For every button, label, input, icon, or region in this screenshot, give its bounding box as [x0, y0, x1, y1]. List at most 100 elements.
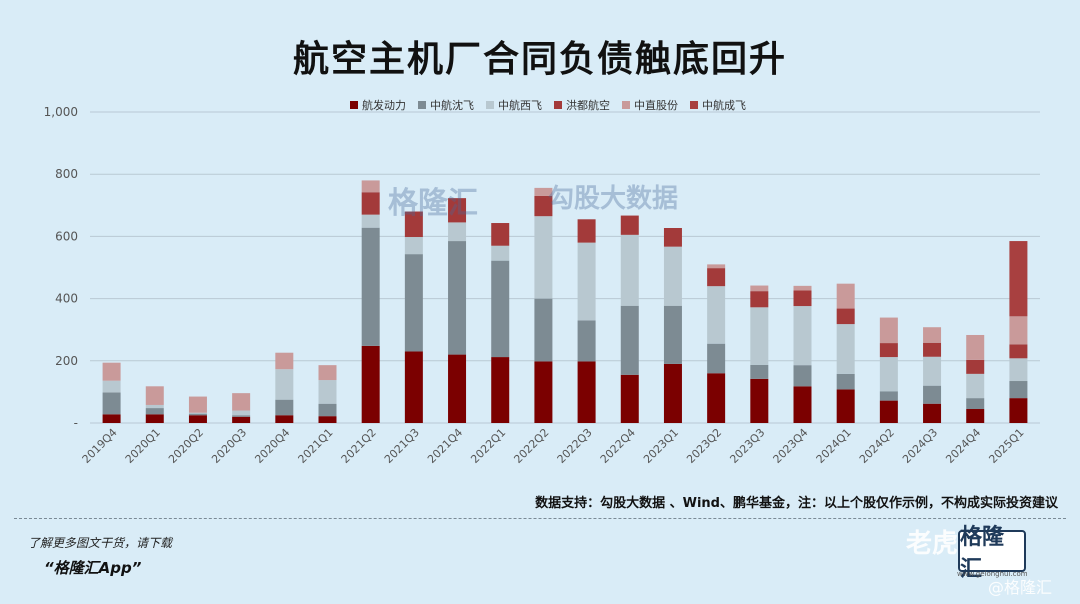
bar-segment	[879, 317, 898, 344]
legend-swatch	[690, 101, 698, 109]
source-note: 数据支持：勾股大数据 、Wind、鹏华基金，注：以上个股仅作示例，不构成实际投资…	[535, 496, 1058, 511]
bar-segment	[102, 362, 121, 381]
legend-swatch	[350, 101, 358, 109]
x-tick-label: 2024Q2	[857, 426, 897, 466]
bar-segment	[275, 415, 294, 423]
bar-segment	[663, 246, 682, 306]
bar-segment	[318, 365, 337, 381]
bar-segment	[534, 216, 553, 299]
bar-segment	[663, 363, 682, 423]
bar-segment	[879, 343, 898, 358]
bar-segment	[145, 408, 164, 415]
bar-segment	[318, 380, 337, 404]
bar-segment	[404, 211, 423, 238]
bar-segment	[491, 223, 510, 246]
bar-segment	[102, 392, 121, 415]
bar-segment	[793, 365, 812, 387]
footer-text: 了解更多图文干货，请下载	[28, 536, 173, 550]
x-tick-label: 2020Q1	[123, 426, 163, 466]
bar-segment	[318, 403, 337, 417]
bar-segment	[188, 396, 207, 413]
x-tick-label: 2024Q4	[943, 426, 983, 466]
bar-segment	[275, 369, 294, 400]
bar-segment	[620, 234, 639, 306]
bar-segment	[361, 227, 380, 346]
bar-segment	[793, 285, 812, 291]
x-tick-label: 2020Q3	[209, 426, 249, 466]
bar-segment	[404, 254, 423, 352]
bar-segment	[707, 286, 726, 344]
bar-segment	[923, 403, 942, 423]
bar-segment	[707, 373, 726, 423]
bar-segment	[750, 307, 769, 365]
y-tick-label: 800	[55, 167, 78, 181]
bar-segment	[188, 413, 207, 416]
bar-segment	[1009, 241, 1028, 317]
legend-label: 洪都航空	[566, 98, 610, 112]
x-tick-label: 2021Q2	[339, 426, 379, 466]
bar-segment	[534, 195, 553, 217]
watermark-gelonghui: 格隆汇	[388, 186, 478, 221]
bar-segment	[923, 356, 942, 386]
bar-segment	[188, 415, 207, 423]
bar-segment	[750, 378, 769, 423]
bar-segment	[102, 380, 121, 393]
y-tick-label: 600	[55, 229, 78, 243]
bar-segment	[448, 222, 467, 242]
y-tick-label: -	[74, 416, 78, 430]
bar-segment	[793, 290, 812, 307]
bar-segment	[663, 228, 682, 247]
bar-segment	[534, 361, 553, 423]
x-tick-label: 2023Q3	[727, 426, 767, 466]
bar-segment	[232, 410, 251, 416]
bar-segment	[361, 180, 380, 193]
watermark-bottom: @格隆汇	[988, 578, 1053, 597]
bar-segment	[836, 373, 855, 390]
bar-segment	[750, 291, 769, 308]
bar-segment	[491, 245, 510, 261]
bar-segment	[1009, 358, 1028, 382]
bar-segment	[793, 386, 812, 423]
bar-segment	[448, 241, 467, 355]
y-tick-label: 400	[55, 292, 78, 306]
bar-segment	[966, 409, 985, 423]
gelonghui-logo: 格隆汇	[958, 525, 1026, 582]
legend-label: 中直股份	[634, 98, 678, 112]
x-tick-label: 2023Q1	[641, 426, 681, 466]
x-tick-label: 2022Q1	[468, 426, 508, 466]
bar-segment	[232, 416, 251, 423]
legend-swatch	[486, 101, 494, 109]
bar-segment	[879, 391, 898, 401]
bar-segment	[232, 393, 251, 411]
bar-segment	[750, 285, 769, 292]
bar-segment	[923, 327, 942, 343]
bar-segment	[1009, 344, 1028, 359]
bar-segment	[707, 268, 726, 287]
bar-segment	[577, 320, 596, 362]
x-tick-label: 2020Q2	[166, 426, 206, 466]
bar-segment	[620, 305, 639, 375]
bar-segment	[448, 354, 467, 423]
bar-segment	[1009, 398, 1028, 423]
bar-segment	[966, 334, 985, 360]
bar-segment	[879, 400, 898, 423]
bar-segment	[232, 415, 251, 417]
bar-segment	[145, 386, 164, 405]
bar-segment	[577, 242, 596, 321]
bar-segment	[534, 187, 553, 196]
bar-segment	[361, 345, 380, 423]
legend-swatch	[622, 101, 630, 109]
bar-segment	[923, 342, 942, 357]
bar-segment	[361, 214, 380, 228]
bar-segment	[275, 352, 294, 370]
bar-segment	[1009, 316, 1028, 345]
y-tick-label: 1,000	[44, 105, 78, 119]
bar-segment	[966, 373, 985, 399]
footer-divider	[14, 518, 1066, 519]
x-tick-label: 2022Q2	[511, 426, 551, 466]
legend-label: 中航西飞	[498, 98, 542, 112]
x-tick-label: 2025Q1	[986, 426, 1026, 466]
bar-segment	[102, 414, 121, 423]
logo-url: www.gelonghui.com	[957, 570, 1028, 578]
